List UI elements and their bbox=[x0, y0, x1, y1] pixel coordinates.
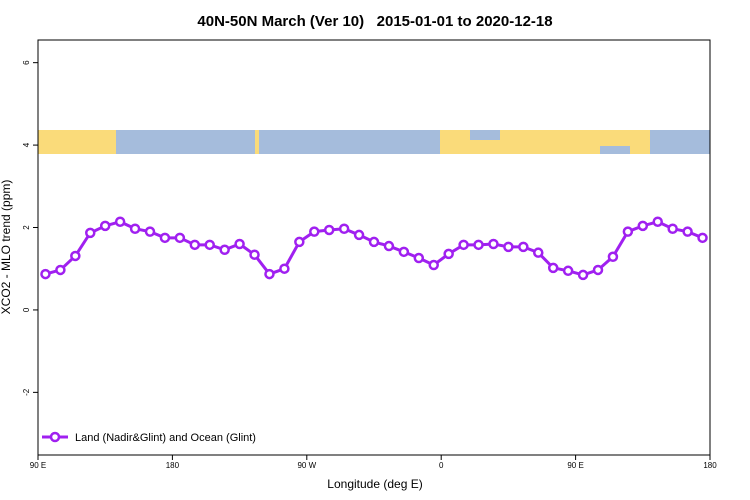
data-point bbox=[607, 251, 619, 263]
y-axis-label: XCO2 - MLO trend (ppm) bbox=[0, 180, 13, 315]
x-tick-label: 90 E bbox=[567, 461, 583, 470]
data-point bbox=[503, 241, 514, 253]
data-point bbox=[114, 216, 126, 227]
data-point bbox=[249, 249, 260, 260]
data-point bbox=[622, 226, 634, 237]
data-point bbox=[488, 238, 499, 250]
data-point bbox=[682, 226, 693, 237]
data-point bbox=[40, 268, 51, 280]
data-point bbox=[309, 226, 320, 237]
x-axis-label: Longitude (deg E) bbox=[327, 477, 422, 491]
data-point bbox=[189, 239, 201, 251]
chart-title: 40N-50N March (Ver 10) 2015-01-01 to 202… bbox=[197, 13, 552, 30]
data-point bbox=[473, 239, 484, 251]
data-point bbox=[413, 252, 425, 264]
data-point bbox=[219, 244, 230, 256]
data-point bbox=[323, 224, 335, 236]
x-tick-label: 90 W bbox=[297, 461, 316, 470]
data-point bbox=[99, 220, 111, 232]
data-point bbox=[159, 232, 171, 244]
legend-marker bbox=[49, 431, 61, 443]
data-point bbox=[577, 269, 589, 281]
plot-frame bbox=[37, 39, 711, 456]
data-point bbox=[533, 247, 544, 258]
data-point bbox=[562, 265, 574, 277]
data-point bbox=[338, 223, 350, 234]
data-point bbox=[129, 223, 141, 234]
data-point bbox=[383, 240, 395, 252]
data-point bbox=[592, 264, 604, 276]
x-tick-label: 0 bbox=[439, 461, 444, 470]
map-strip bbox=[38, 130, 710, 154]
data-point bbox=[294, 236, 305, 248]
y-tick-label: -2 bbox=[22, 388, 31, 396]
sea bbox=[600, 146, 630, 154]
x-tick-label: 180 bbox=[166, 461, 180, 470]
data-point bbox=[443, 248, 454, 260]
data-point bbox=[70, 250, 81, 262]
data-point bbox=[667, 223, 678, 234]
data-point bbox=[652, 216, 663, 227]
data-point bbox=[174, 232, 186, 244]
data-point bbox=[204, 239, 215, 251]
data-point bbox=[368, 236, 380, 248]
data-point bbox=[353, 229, 365, 241]
data-point bbox=[144, 226, 156, 237]
data-point bbox=[458, 239, 469, 251]
data-point bbox=[234, 238, 245, 250]
data-point bbox=[518, 241, 529, 253]
y-tick-label: 6 bbox=[22, 60, 31, 65]
data-point bbox=[697, 232, 708, 244]
data-point bbox=[547, 262, 559, 274]
x-tick-label: 180 bbox=[703, 461, 717, 470]
y-tick-label: 4 bbox=[22, 142, 31, 147]
land bbox=[38, 130, 116, 154]
land bbox=[255, 130, 259, 154]
y-tick-label: 0 bbox=[22, 307, 31, 312]
data-point bbox=[428, 259, 439, 271]
data-point bbox=[398, 246, 410, 258]
sea bbox=[470, 130, 500, 140]
data-point bbox=[55, 264, 66, 276]
x-tick-label: 90 E bbox=[30, 461, 46, 470]
data-point bbox=[264, 268, 275, 280]
data-point bbox=[85, 227, 96, 239]
data-point bbox=[279, 263, 290, 274]
legend-label: Land (Nadir&Glint) and Ocean (Glint) bbox=[75, 432, 256, 444]
data-point bbox=[637, 220, 649, 232]
plot-layer: -2 0 2 4 6 90 E 180 90 W 0 90 E 180 Land (Nadir&Gli… bbox=[22, 60, 717, 470]
y-tick-label: 2 bbox=[22, 225, 31, 230]
